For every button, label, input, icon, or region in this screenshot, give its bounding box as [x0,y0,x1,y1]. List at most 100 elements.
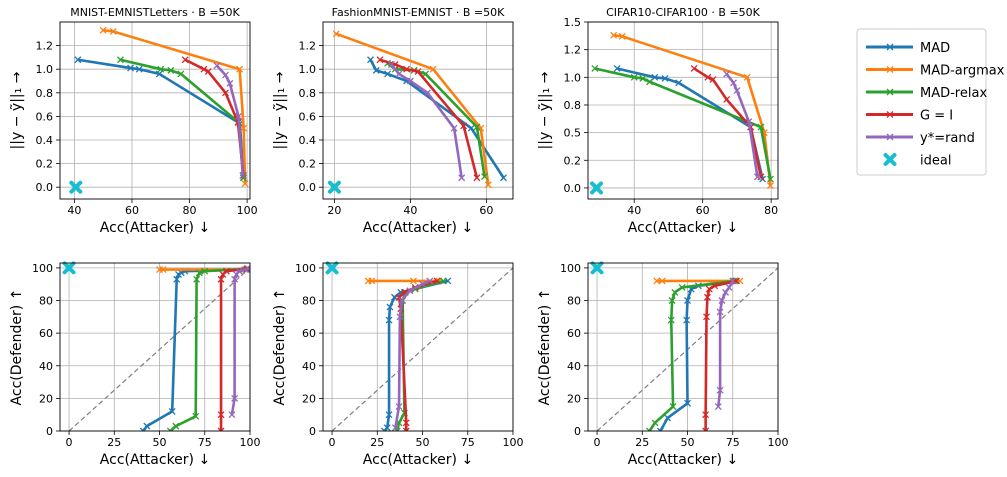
data-point-y-rand [718,297,726,304]
y-tick-label: 0.5 [564,127,582,140]
data-point-mad-relax [177,70,185,78]
data-point-y-rand [398,297,406,304]
data-point-y-rand [424,89,431,97]
y-tick-label: 20 [302,392,316,405]
y-tick-label: 0 [574,425,581,438]
data-point-y-rand [396,313,404,321]
data-point-mad [385,316,393,324]
x-tick-label: 50 [416,436,430,449]
series-line-mad [77,58,245,178]
y-tick-label: 40 [567,360,581,373]
subplot-title: CIFAR10-CIFAR100 · B =50K [606,6,761,19]
series-mad-relax [166,265,250,431]
series-mad-relax [591,65,774,183]
series-y-rand [714,277,737,410]
data-point-g-i [217,427,225,431]
data-point-y-rand [406,287,414,295]
data-point-y-rand [450,124,458,132]
data-point-mad-relax [167,66,175,74]
data-point-g-i [414,68,422,76]
data-point-mad-argmax [240,124,248,132]
data-point-mad [656,427,664,431]
data-point-mad-relax [646,427,653,431]
data-point-mad-argmax [610,31,618,39]
ideal-marker-shape [590,181,604,195]
y-tick-label: 60 [567,327,581,340]
data-point-mad [139,427,147,431]
y-tick-label: 1.0 [564,71,582,84]
x-tick-label: 25 [370,436,384,449]
x-tick-label: 0 [329,436,336,449]
data-point-mad [135,65,143,73]
y-tick-label: 0.8 [299,87,317,100]
data-point-mad [383,424,391,431]
subplot-5: 0 25 50 75 100 0 20 40 60 80 100 Acc(Attacker) ↓ Acc… [272,261,524,468]
data-point-mad [155,70,163,78]
data-point-mad [127,64,134,72]
subplot-2: 20 40 60 0.0 0.2 0.4 0.6 0.8 1.0 1.2 FashionMNIST-… [272,6,514,236]
data-point-y-rand [395,70,403,78]
data-point-y-rand [730,79,737,87]
series-line-mad-argmax [103,28,247,184]
legend-item-g-i: G = I [866,109,953,124]
y-tick-label: 0.0 [299,181,317,194]
data-point-mad-relax [239,174,247,182]
data-point-y-rand [235,267,243,275]
data-point-mad [384,70,392,78]
data-point-mad-argmax [410,277,417,285]
legend-marker [886,88,894,96]
data-point-y-rand [722,288,729,296]
data-point-g-i [703,293,711,301]
data-point-g-i [222,89,229,97]
data-point-g-i [703,313,710,321]
series-line-y-rand [215,64,245,176]
ideal-marker [325,261,339,275]
ticks: 20 40 60 0.0 0.2 0.4 0.6 0.8 1.0 1.2 [299,40,494,217]
data-point-g-i [402,419,410,427]
data-point-mad-relax [767,175,774,183]
y-tick-label: 0.8 [36,87,54,100]
x-tick-label: 60 [125,204,139,217]
series-y-rand [213,62,247,179]
data-point-g-i [181,56,189,64]
data-point-mad-relax [591,65,599,72]
ideal-marker [590,261,604,275]
subplot-title: MNIST-EMNISTLetters · B =50K [70,6,240,19]
y-tick-label: 0.0 [564,182,582,195]
y-axis-label: ||y − ỹ||₁ → [9,71,25,149]
data-point-y-rand [745,118,753,126]
data-point-mad-argmax [236,65,244,73]
legend-marker [886,66,894,73]
data-point-y-rand [419,280,426,288]
data-point-mad-argmax [99,26,107,34]
ticks: 0 25 50 75 100 0 20 40 60 80 100 [32,262,261,449]
x-axis-label: Acc(Attacker) ↓ [628,452,738,468]
legend-item-y-rand: y*=rand [866,131,975,146]
data-point-mad-relax [193,275,201,283]
y-tick-label: 80 [567,295,581,308]
legend-marker [886,111,894,118]
x-axis-label: Acc(Attacker) ↓ [628,220,738,236]
data-point-mad [385,411,393,419]
data-point-mad [675,79,683,87]
y-tick-label: 0 [309,425,316,438]
ideal-marker-shape [69,180,83,194]
series-mad [74,56,247,182]
series-line-mad [383,279,449,431]
data-point-mad-argmax [743,73,751,81]
x-tick-label: 50 [153,436,167,449]
data-point-y-rand [716,386,724,394]
x-tick-label: 75 [198,436,212,449]
x-tick-label: 100 [503,436,524,449]
y-tick-label: 0.4 [299,134,317,147]
data-point-y-rand [733,87,741,95]
data-point-y-rand [235,112,242,120]
ticks: 0 25 50 75 100 0 20 40 60 80 100 [560,262,789,449]
data-point-g-i [204,68,212,76]
data-point-g-i [690,65,698,72]
data-point-y-rand [391,424,399,431]
data-point-mad [684,399,691,407]
data-point-mad-argmax [109,27,117,35]
series-mad [381,277,452,431]
